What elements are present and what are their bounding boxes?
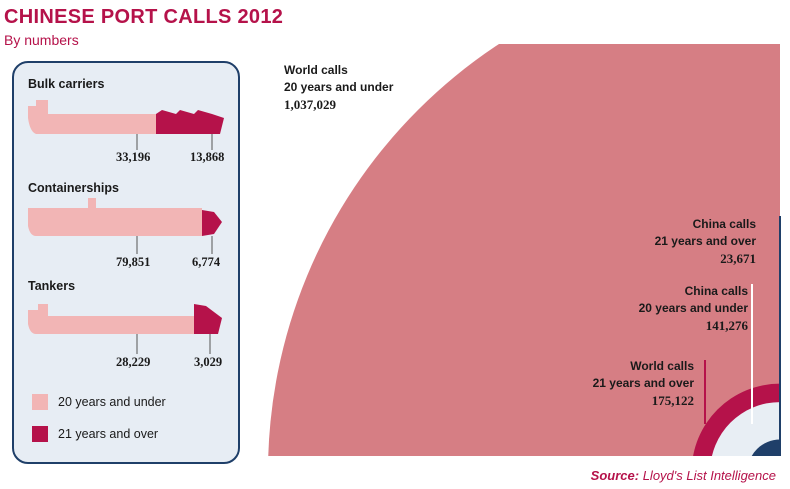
tanker-young-value: 28,229 bbox=[116, 355, 151, 369]
container-old-value: 6,774 bbox=[192, 255, 221, 269]
chart-subtitle: By numbers bbox=[4, 32, 79, 48]
world-young-value: 1,037,029 bbox=[284, 97, 336, 112]
tanker-old-value: 3,029 bbox=[194, 355, 223, 369]
legend-young-swatch bbox=[32, 394, 48, 410]
source-note: Source: Lloyd's List Intelligence bbox=[591, 468, 776, 483]
world-old-value: 175,122 bbox=[651, 393, 694, 408]
china-young-area bbox=[712, 402, 780, 456]
container-old-hull bbox=[202, 210, 222, 236]
legend-old-label: 21 years and over bbox=[58, 427, 159, 441]
source-prefix: Source: bbox=[590, 468, 640, 483]
container-young-value: 79,851 bbox=[116, 255, 151, 269]
bulk-old-hull bbox=[156, 110, 224, 134]
tanker-old-hull bbox=[194, 304, 222, 334]
chart-title: CHINESE PORT CALLS 2012 bbox=[4, 6, 284, 28]
tankers-label: Tankers bbox=[28, 279, 76, 293]
legend-young-label: 20 years and under bbox=[58, 395, 166, 409]
world-young-area bbox=[268, 44, 780, 456]
source-name: Lloyd's List Intelligence bbox=[642, 468, 776, 483]
china-old-value: 23,671 bbox=[720, 251, 756, 266]
legend-old-swatch bbox=[32, 426, 48, 442]
tanker-ship bbox=[28, 304, 222, 354]
china-young-annotation: China calls 20 years and under 141,276 bbox=[638, 284, 748, 333]
china-old-annotation: China calls 21 years and over 23,671 bbox=[654, 217, 756, 266]
tanker-young-hull bbox=[28, 304, 194, 334]
bulk-young-value: 33,196 bbox=[116, 150, 151, 164]
container-young-hull bbox=[28, 198, 202, 236]
bulk-carriers-label: Bulk carriers bbox=[28, 77, 105, 91]
containerships-label: Containerships bbox=[28, 181, 119, 195]
bulk-old-value: 13,868 bbox=[190, 150, 225, 164]
bulk-young-hull bbox=[28, 100, 156, 134]
bulk-carrier-ship bbox=[28, 100, 224, 150]
containership-ship bbox=[28, 198, 222, 254]
china-young-value: 141,276 bbox=[705, 318, 748, 333]
world-young-annotation: World calls 20 years and under 1,037,029 bbox=[284, 63, 394, 112]
china-old-area bbox=[751, 439, 780, 456]
world-old-annotation: World calls 21 years and over 175,122 bbox=[592, 359, 694, 408]
